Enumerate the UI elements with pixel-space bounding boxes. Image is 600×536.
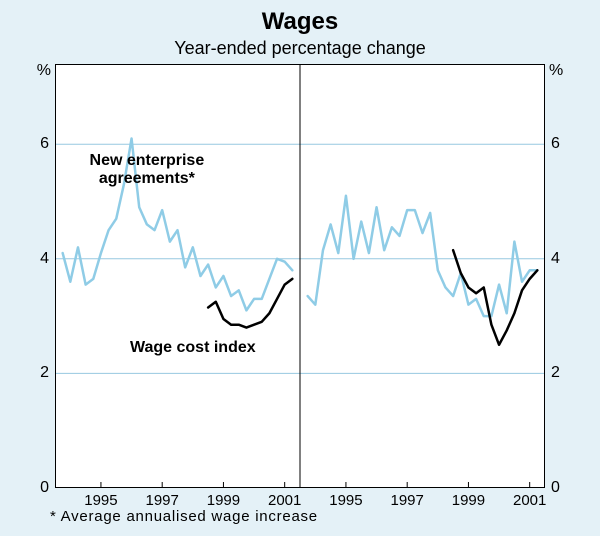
y-tick-left: 2 [40, 364, 49, 382]
y-unit-right: % [549, 62, 563, 80]
plot-area [55, 64, 545, 488]
x-tick: 2001 [510, 492, 550, 509]
x-tick: 1999 [448, 492, 488, 509]
label-new-enterprise-agreements: New enterprise agreements* [57, 152, 237, 188]
label-wage-cost-index: Wage cost index [103, 339, 283, 357]
x-tick: 1997 [142, 492, 182, 509]
y-unit-left: % [37, 62, 51, 80]
chart-footnote: * Average annualised wage increase [50, 508, 318, 525]
x-tick: 1999 [203, 492, 243, 509]
chart-svg [55, 64, 545, 488]
y-tick-right: 6 [551, 135, 560, 153]
y-tick-left: 0 [40, 479, 49, 497]
chart-title: Wages [0, 8, 600, 36]
chart-container: Wages Year-ended percentage change % % P… [0, 0, 600, 536]
chart-subtitle: Year-ended percentage change [0, 38, 600, 59]
x-tick: 1995 [326, 492, 366, 509]
y-tick-left: 4 [40, 250, 49, 268]
y-tick-right: 2 [551, 364, 560, 382]
x-tick: 1997 [387, 492, 427, 509]
y-tick-right: 4 [551, 250, 560, 268]
x-tick: 1995 [81, 492, 121, 509]
y-tick-right: 0 [551, 479, 560, 497]
y-tick-left: 6 [40, 135, 49, 153]
x-tick: 2001 [265, 492, 305, 509]
